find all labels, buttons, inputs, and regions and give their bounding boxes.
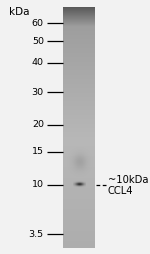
Text: 40: 40 — [32, 58, 44, 67]
Text: 15: 15 — [32, 147, 44, 156]
Text: 60: 60 — [32, 19, 44, 28]
Text: 3.5: 3.5 — [29, 230, 44, 239]
Text: kDa: kDa — [9, 7, 30, 17]
Text: 50: 50 — [32, 37, 44, 46]
Text: CCL4: CCL4 — [108, 186, 133, 196]
Text: ~10kDa: ~10kDa — [108, 175, 148, 185]
Text: 20: 20 — [32, 120, 44, 130]
Text: 10: 10 — [32, 180, 44, 189]
Text: 30: 30 — [32, 88, 44, 97]
